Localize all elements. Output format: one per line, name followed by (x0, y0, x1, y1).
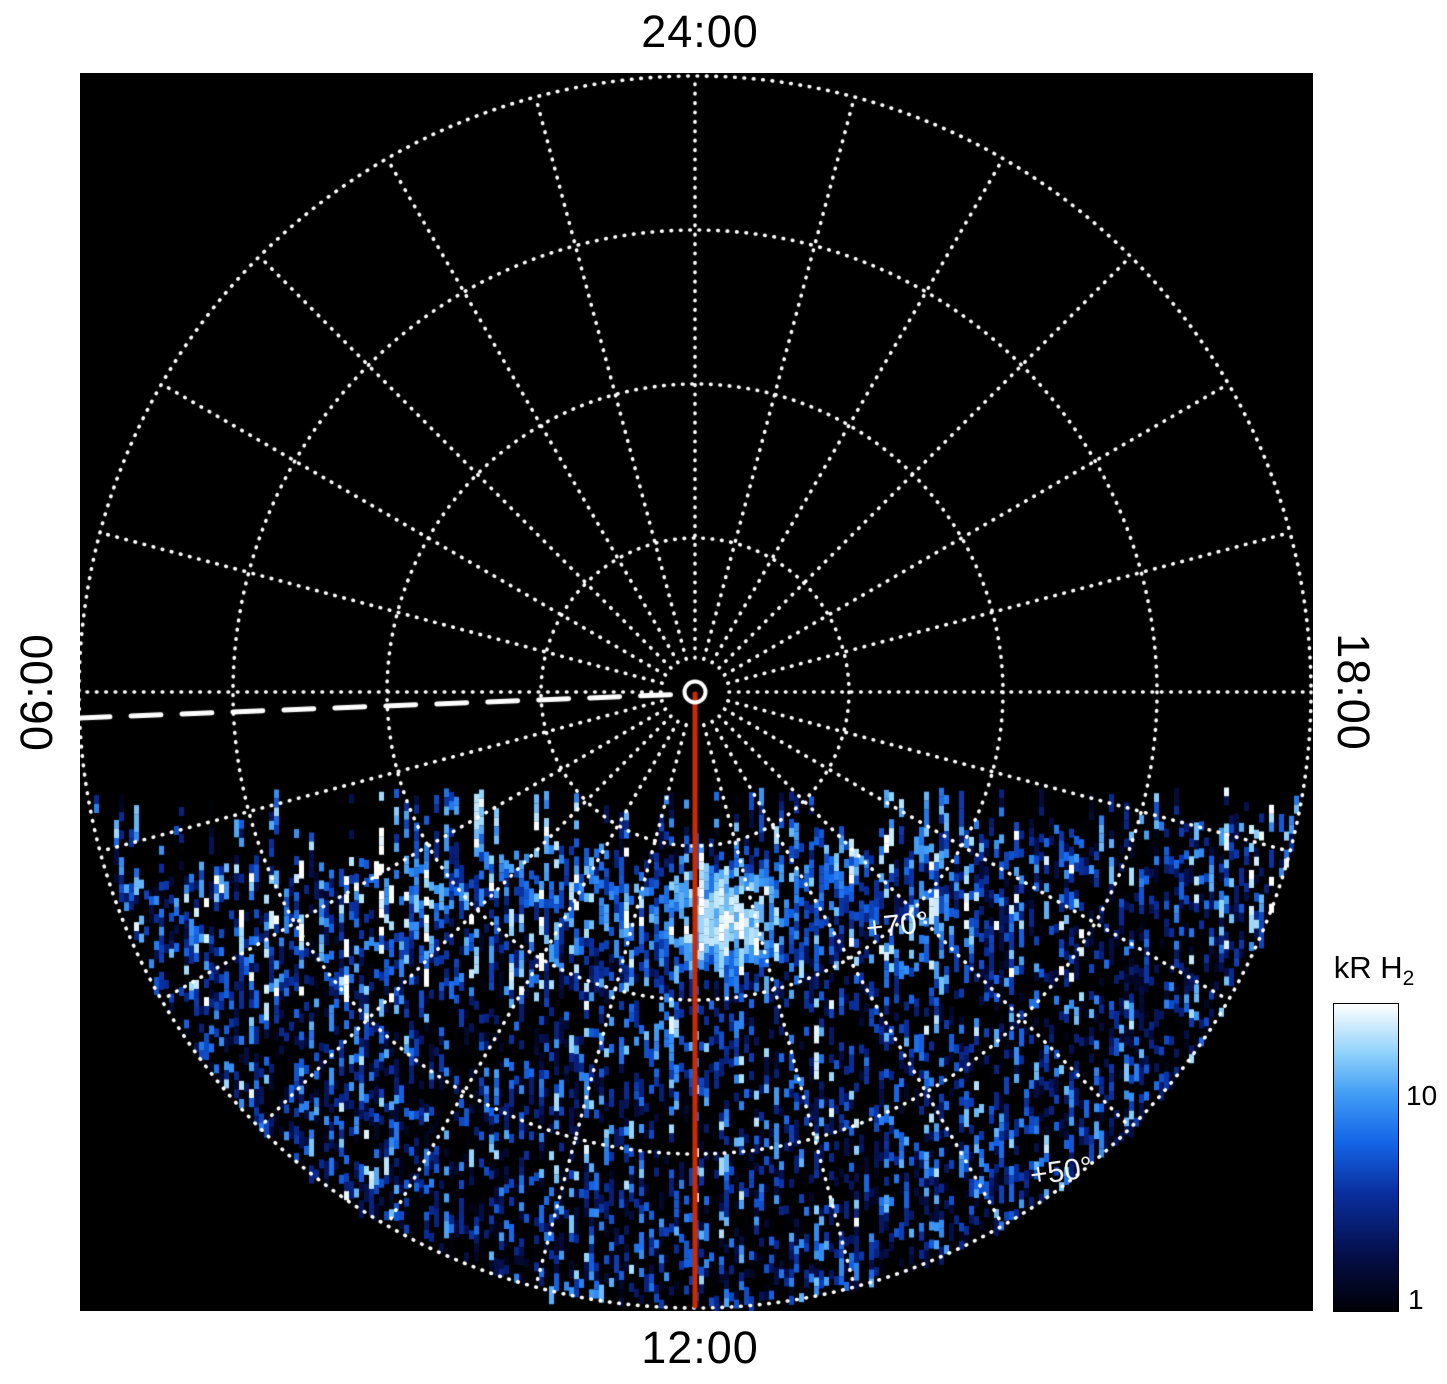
time-label-1800: 18:00 (1328, 633, 1379, 751)
colorbar (1333, 1003, 1399, 1312)
colorbar-label-subscript: 2 (1402, 967, 1415, 991)
colorbar-label-text: kR H (1333, 950, 1403, 985)
latitude-label-70: +70° (864, 905, 931, 946)
colorbar-tick-1: 1 (1408, 1284, 1424, 1315)
time-label-1200: 12:00 (641, 1322, 759, 1373)
colorbar-label: kR H2 (1316, 950, 1432, 991)
time-label-0600: 06:00 (11, 633, 62, 751)
polar-heatmap-canvas (80, 73, 1313, 1311)
colorbar-tick-10: 10 (1406, 1080, 1438, 1111)
time-label-2400: 24:00 (641, 6, 759, 57)
polar-plot-area: +70° +50° (80, 73, 1313, 1311)
